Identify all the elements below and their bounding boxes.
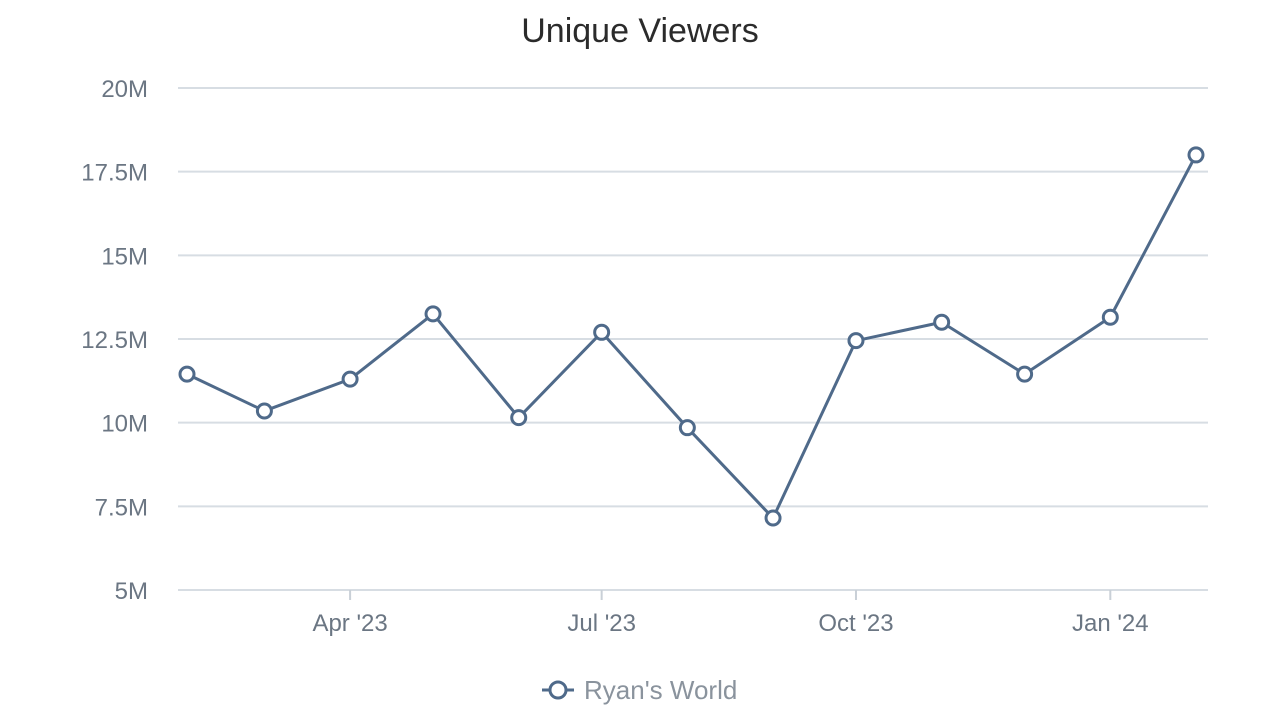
y-axis-ticks: 5M 7.5M 10M 12.5M 15M 17.5M 20M xyxy=(81,76,148,605)
y-tick-label: 10M xyxy=(101,411,148,438)
y-tick-label: 7.5M xyxy=(95,494,148,521)
data-point xyxy=(341,370,359,388)
y-tick-label: 20M xyxy=(101,76,148,103)
data-point xyxy=(1187,146,1205,164)
data-point xyxy=(1101,308,1119,326)
data-point xyxy=(764,509,782,527)
grid-lines xyxy=(178,87,1208,591)
x-tick-label: Apr '23 xyxy=(312,610,387,637)
x-tick-label: Jul '23 xyxy=(567,610,636,637)
y-tick-label: 17.5M xyxy=(81,160,148,187)
x-axis-ticks: Apr '23 Jul '23 Oct '23 Jan '24 xyxy=(312,590,1149,637)
y-tick-label: 12.5M xyxy=(81,327,148,354)
legend[interactable]: Ryan's World xyxy=(542,675,737,705)
data-point xyxy=(178,365,196,383)
data-point xyxy=(933,313,951,331)
data-point xyxy=(847,332,865,350)
legend-marker-icon xyxy=(548,680,568,700)
y-tick-label: 15M xyxy=(101,243,148,270)
x-tick-label: Jan '24 xyxy=(1072,610,1149,637)
chart-title: Unique Viewers xyxy=(521,12,759,50)
data-point xyxy=(678,419,696,437)
data-point xyxy=(424,305,442,323)
series-line xyxy=(186,154,1198,520)
data-point xyxy=(1016,365,1034,383)
data-point xyxy=(255,402,273,420)
series-layer xyxy=(178,146,1205,527)
legend-label: Ryan's World xyxy=(584,675,737,705)
y-tick-label: 5M xyxy=(115,578,148,605)
x-tick-label: Oct '23 xyxy=(818,610,893,637)
data-point xyxy=(510,409,528,427)
data-point xyxy=(593,323,611,341)
